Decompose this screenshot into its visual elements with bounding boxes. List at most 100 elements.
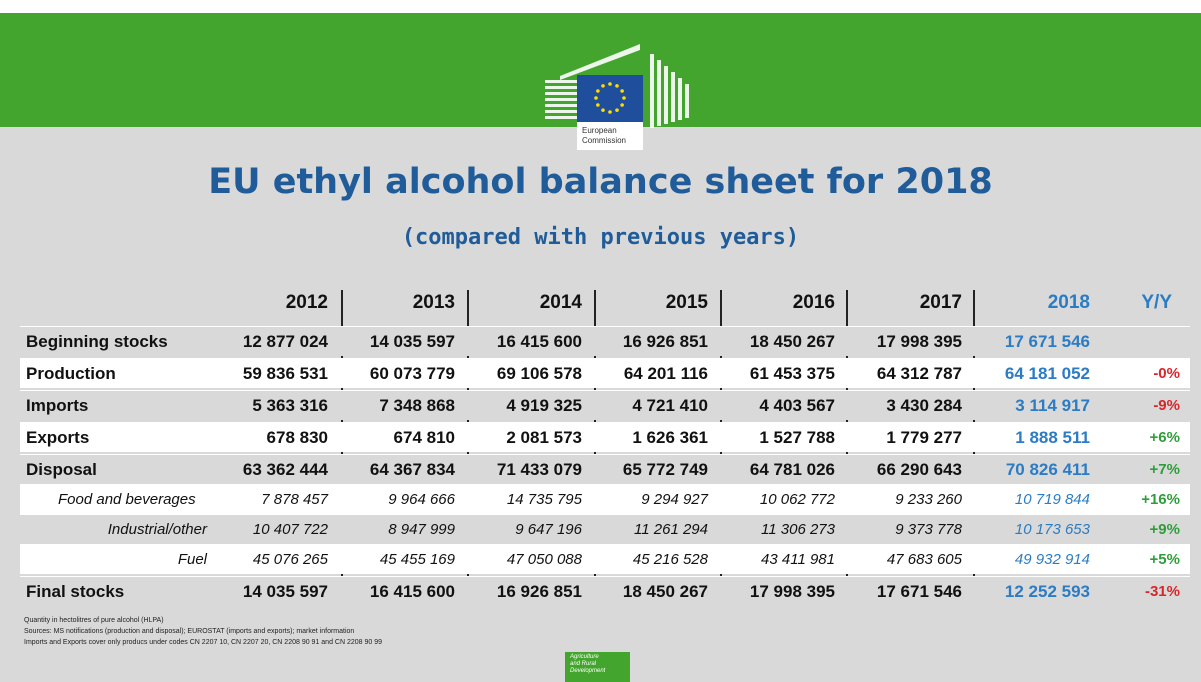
cell: 61 453 375 — [749, 364, 835, 383]
star — [596, 103, 600, 107]
cell: 1 626 361 — [632, 428, 708, 447]
table-row: Final stocks 14 035 597 16 415 600 16 926 8… — [20, 576, 1190, 606]
cell: 10 719 844 — [1014, 491, 1090, 508]
star — [608, 110, 612, 114]
cell: -9% — [1153, 397, 1180, 414]
cell: 10 062 772 — [759, 491, 835, 508]
cell: 4 721 410 — [632, 396, 708, 415]
cell: 64 781 026 — [749, 460, 835, 479]
table-row: Food and beverages 7 878 457 9 964 666 14 7… — [20, 484, 1190, 514]
cell: 47 683 605 — [886, 551, 962, 568]
cell: 3 430 284 — [886, 396, 962, 415]
cell: 49 932 914 — [1014, 551, 1090, 568]
table-row: Disposal 63 362 444 64 367 834 71 433 079 65… — [20, 454, 1190, 484]
table-row: Industrial/other 10 407 722 8 947 999 9 647… — [20, 514, 1190, 544]
table-row: Beginning stocks 12 877 024 14 035 597 16 4… — [20, 326, 1190, 356]
star — [620, 103, 624, 107]
cell: 10 407 722 — [252, 521, 328, 538]
badge: Agriculture and Rural Development — [565, 652, 630, 682]
star — [615, 108, 619, 112]
cell: 17 671 546 — [1004, 332, 1090, 351]
cell: 64 312 787 — [876, 364, 962, 383]
cell: -31% — [1144, 583, 1180, 600]
cell: 674 810 — [393, 428, 455, 447]
badge-text: Development — [570, 668, 606, 674]
cell: 16 926 851 — [496, 582, 582, 601]
cell: 1 779 277 — [886, 428, 962, 447]
cell: 64 367 834 — [369, 460, 455, 479]
table-row: Production 59 836 531 60 073 779 69 106 578… — [20, 358, 1190, 388]
star — [615, 84, 619, 88]
cell: 64 181 052 — [1004, 364, 1090, 383]
cell: 7 878 457 — [261, 491, 328, 508]
cell: 14 035 597 — [369, 332, 455, 351]
cell: +9% — [1149, 521, 1180, 538]
cell: 47 050 088 — [506, 551, 582, 568]
table-row: Exports 678 830 674 810 2 081 573 1 626 361 1… — [20, 422, 1190, 452]
cell: 59 836 531 — [242, 364, 328, 383]
cell: 8 947 999 — [388, 521, 455, 538]
cell: 16 926 851 — [622, 332, 708, 351]
cell: 16 415 600 — [496, 332, 582, 351]
cell: 18 450 267 — [749, 332, 835, 351]
cell: 9 964 666 — [388, 491, 455, 508]
table-row: Imports 5 363 316 7 348 868 4 919 325 4 721 … — [20, 390, 1190, 420]
cell: 11 306 273 — [761, 521, 835, 538]
cell: 7 348 868 — [379, 396, 455, 415]
column-header: 2017 — [919, 292, 962, 313]
cell: 45 216 528 — [632, 551, 708, 568]
cell: 45 455 169 — [379, 551, 455, 568]
row-label: Fuel — [177, 551, 207, 568]
column-header: 2014 — [539, 292, 582, 313]
cell: 14 035 597 — [242, 582, 328, 601]
row-label: Disposal — [26, 460, 97, 479]
badge-text: Agriculture — [570, 654, 599, 660]
note: Quantity in hectolitres of pure alcohol … — [24, 617, 164, 624]
cell: 2 081 573 — [506, 428, 582, 447]
note: Sources: MS notifications (production an… — [24, 628, 355, 635]
title: EU ethyl alcohol balance sheet for 2018 — [208, 162, 993, 202]
cell: +7% — [1149, 461, 1180, 478]
cell: 17 998 395 — [749, 582, 835, 601]
top-strip — [0, 0, 1201, 13]
cell: -0% — [1153, 365, 1180, 382]
cell: 65 772 749 — [622, 460, 708, 479]
column-header: 2018 — [1047, 292, 1090, 313]
column-header: 2012 — [285, 292, 328, 313]
cell: 4 919 325 — [506, 396, 582, 415]
cell: +16% — [1141, 491, 1180, 508]
logo: European Commission — [545, 44, 689, 150]
row-label: Imports — [26, 396, 89, 415]
row-label: Exports — [26, 428, 90, 447]
column-header: 2016 — [792, 292, 835, 313]
star — [608, 82, 612, 86]
table-row: Fuel 45 076 265 45 455 169 47 050 088 45 216… — [20, 544, 1190, 574]
cell: 10 173 653 — [1014, 521, 1090, 538]
cell: 5 363 316 — [252, 396, 328, 415]
cell: 1 888 511 — [1015, 428, 1090, 447]
star — [622, 96, 626, 100]
cell: 12 252 593 — [1004, 582, 1090, 601]
logo-text: Commission — [582, 136, 626, 145]
star — [620, 89, 624, 93]
cell: +5% — [1149, 551, 1180, 568]
cell: 17 998 395 — [876, 332, 962, 351]
cell: +6% — [1149, 429, 1180, 446]
cell: 3 114 917 — [1015, 396, 1090, 415]
cell: 71 433 079 — [496, 460, 582, 479]
cell: 63 362 444 — [242, 460, 328, 479]
cell: 9 233 260 — [895, 491, 962, 508]
star — [596, 89, 600, 93]
cell: 4 403 567 — [759, 396, 835, 415]
cell: 66 290 643 — [876, 460, 962, 479]
cell: 64 201 116 — [623, 364, 708, 383]
subtitle: (compared with previous years) — [401, 225, 800, 250]
note: Imports and Exports cover only producs u… — [24, 639, 382, 646]
column-header: Y/Y — [1141, 292, 1172, 313]
row-label: Production — [26, 364, 116, 383]
row-label: Final stocks — [26, 582, 125, 601]
cell: 17 671 546 — [876, 582, 962, 601]
star — [594, 96, 598, 100]
cell: 9 294 927 — [641, 491, 708, 508]
cell: 70 826 411 — [1005, 460, 1090, 479]
